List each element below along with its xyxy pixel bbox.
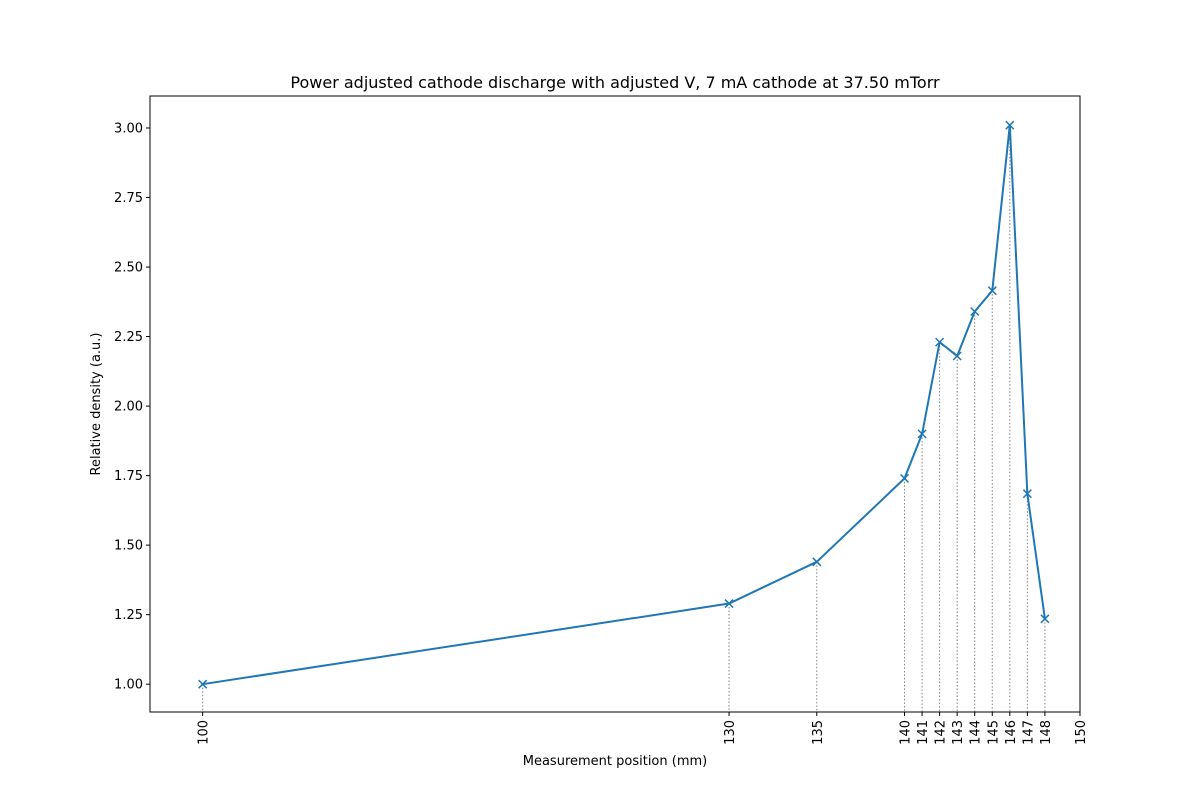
y-tick-label: 1.75 xyxy=(114,469,143,484)
x-tick-label: 145 xyxy=(986,720,1001,745)
y-tick-label: 1.00 xyxy=(114,678,143,693)
data-point xyxy=(935,337,945,347)
data-point xyxy=(917,429,927,439)
y-tick-label: 3.00 xyxy=(114,121,143,136)
x-tick-label: 135 xyxy=(811,720,826,745)
data-point xyxy=(987,286,997,296)
chart-title: Power adjusted cathode discharge with ad… xyxy=(290,73,940,92)
y-axis: 1.00 1.25 1.50 1.75 2.00 2.25 2.50 2.75 3.00 xyxy=(114,121,150,693)
data-point xyxy=(1040,614,1050,624)
x-tick-label: 130 xyxy=(723,720,738,745)
data-point xyxy=(812,557,822,567)
data-point xyxy=(198,679,208,689)
x-tick-label: 140 xyxy=(899,720,914,745)
data-point xyxy=(952,351,962,361)
x-tick-label: 144 xyxy=(969,720,984,745)
x-tick-label: 148 xyxy=(1039,720,1054,745)
data-point xyxy=(970,306,980,317)
x-tick-label: 146 xyxy=(1004,720,1019,745)
x-tick-label: 142 xyxy=(934,720,949,745)
y-tick-label: 2.50 xyxy=(114,261,143,276)
data-point xyxy=(1005,120,1015,130)
x-tick-label: 143 xyxy=(951,720,966,745)
y-tick-label: 2.75 xyxy=(114,191,143,206)
data-point xyxy=(724,599,734,609)
x-axis: 100 130 135 140 141 142 143 144 145 146 147 148 150 xyxy=(197,712,1089,745)
plot-frame xyxy=(149,95,1081,713)
x-tick-label: 150 xyxy=(1074,720,1089,745)
x-tick-label: 147 xyxy=(1021,720,1036,745)
x-tick-label: 100 xyxy=(197,720,212,745)
y-axis-label: Relative density (a.u.) xyxy=(89,333,104,476)
x-tick-label: 141 xyxy=(916,720,931,745)
data-point xyxy=(1022,489,1032,499)
x-axis-label: Measurement position (mm) xyxy=(523,754,707,769)
series-layer xyxy=(198,120,1050,689)
y-tick-label: 2.00 xyxy=(114,400,143,415)
y-tick-label: 1.50 xyxy=(114,539,143,554)
y-tick-label: 2.25 xyxy=(114,330,143,345)
series-line xyxy=(202,124,1046,686)
data-point xyxy=(899,473,910,483)
y-tick-label: 1.25 xyxy=(114,608,143,623)
guide-lines xyxy=(202,125,1046,712)
